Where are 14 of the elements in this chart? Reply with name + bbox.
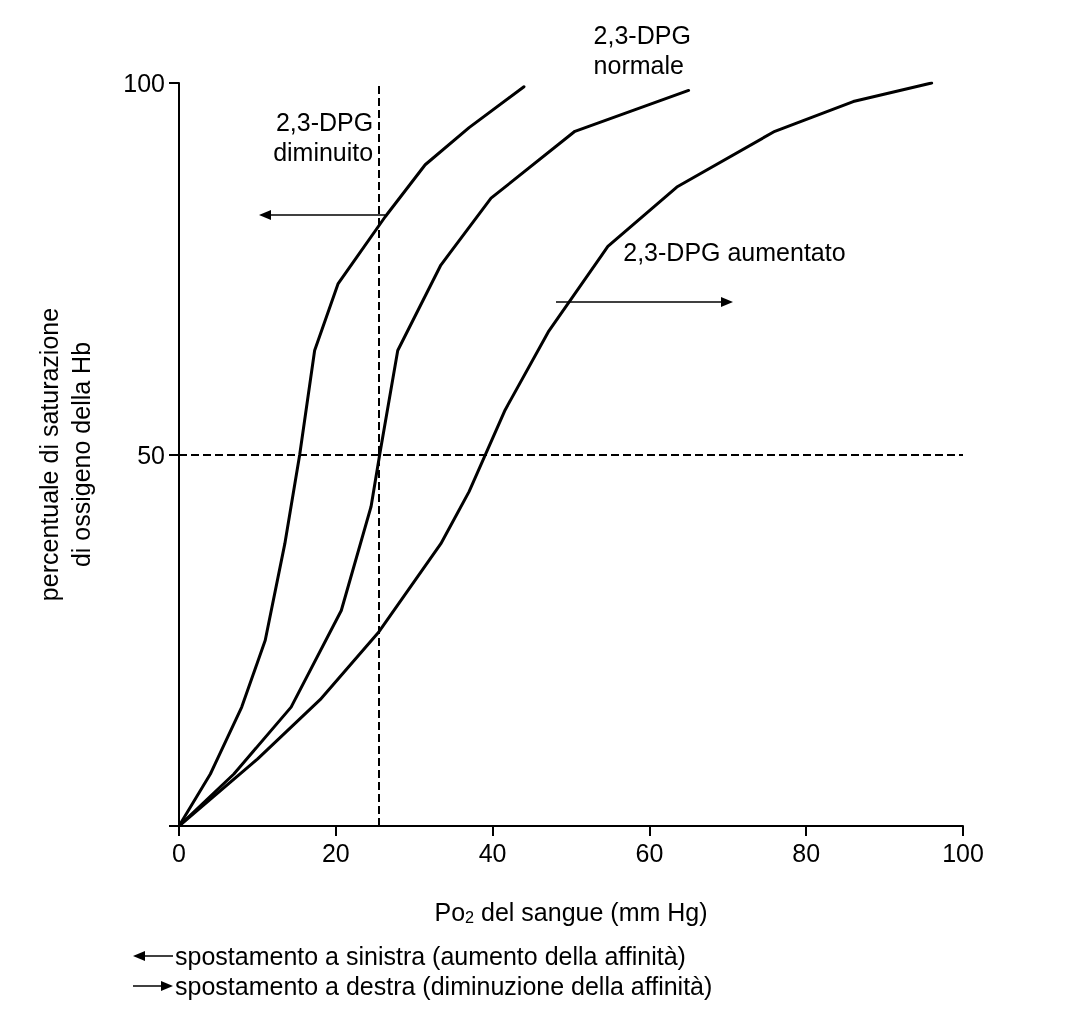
x-axis-title: Po2 del sangue (mm Hg) xyxy=(434,897,708,927)
y-axis-title: percentuale di saturazione di ossigeno della Hb xyxy=(35,307,95,602)
series-label: 2,3-DPG diminuito xyxy=(273,107,374,166)
x-tick-label: 100 xyxy=(942,838,984,867)
x-tick-label: 60 xyxy=(635,838,664,867)
x-tick-label: 20 xyxy=(321,838,350,867)
text: spostamento a destra (diminuzione della affinità) xyxy=(175,972,713,1000)
series-label: 2,3-DPG normale xyxy=(593,21,691,80)
x-tick-label: 80 xyxy=(792,838,821,867)
x-tick-label: 40 xyxy=(478,838,507,867)
text: spostamento a sinistra (aumento della affinità) xyxy=(175,942,686,970)
y-tick-label: 50 xyxy=(137,440,165,469)
x-tick-label: 0 xyxy=(172,838,186,867)
series-label: 2,3-DPG aumentato xyxy=(623,237,846,266)
